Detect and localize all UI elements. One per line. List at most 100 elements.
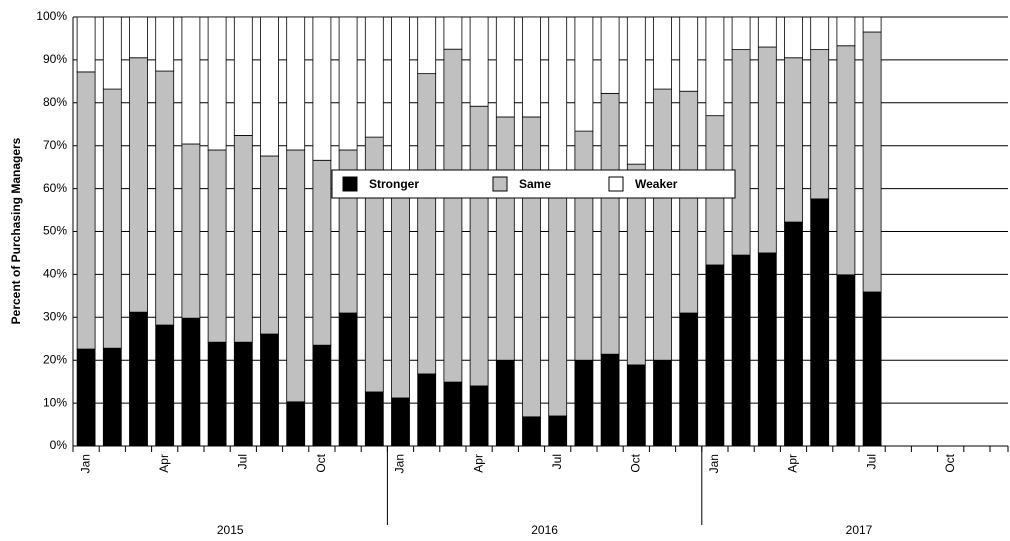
- bar-segment: [495, 116, 515, 361]
- bar-segment: [574, 359, 594, 447]
- bar-segment: [181, 143, 201, 319]
- bar-segment: [574, 16, 594, 132]
- x-tick-label: Jan: [707, 454, 721, 473]
- y-tick-label: 30%: [43, 309, 67, 323]
- bar-segment: [443, 381, 463, 447]
- bar-segment: [76, 16, 96, 73]
- bar-segment: [364, 16, 384, 138]
- bar-segment: [653, 359, 672, 447]
- bar-segment: [102, 16, 122, 90]
- legend-label: Stronger: [369, 177, 419, 191]
- bar-segment: [548, 415, 568, 447]
- bar-segment: [312, 16, 332, 161]
- bar-segment: [836, 274, 856, 447]
- bar-segment: [102, 88, 122, 349]
- y-tick-label: 70%: [43, 138, 67, 152]
- bar-segment: [233, 341, 253, 447]
- bar-segment: [574, 130, 594, 361]
- y-tick-label: 100%: [36, 9, 67, 23]
- bar-segment: [155, 70, 175, 326]
- bar-segment: [391, 16, 410, 177]
- legend-label: Weaker: [635, 177, 678, 191]
- bar-segment: [810, 49, 830, 200]
- bar-segment: [810, 16, 830, 51]
- bar-segment: [129, 16, 148, 59]
- bar-segment: [364, 391, 384, 447]
- bar-segment: [155, 324, 175, 447]
- x-tick-label: Jul: [550, 454, 564, 469]
- bar-segment: [862, 291, 882, 447]
- bar-segment: [233, 135, 253, 343]
- x-tick-label: Apr: [471, 454, 485, 473]
- x-tick-label: Oct: [628, 453, 642, 472]
- x-tick-label: Apr: [157, 454, 171, 473]
- bar-segment: [417, 73, 437, 375]
- bar-segment: [836, 16, 856, 47]
- bar-segment: [181, 16, 201, 145]
- x-tick-label: Jul: [864, 454, 878, 469]
- x-tick-label: Oct: [943, 453, 957, 472]
- bar-segment: [260, 333, 279, 447]
- bar-segment: [338, 16, 358, 151]
- x-tick-label: Apr: [786, 454, 800, 473]
- bar-segment: [469, 16, 489, 107]
- bar-segment: [286, 16, 306, 151]
- bar-segment: [495, 16, 515, 118]
- x-tick-label: Jan: [78, 454, 92, 473]
- bar-segment: [548, 179, 568, 417]
- bar-segment: [312, 159, 332, 346]
- y-tick-label: 20%: [43, 352, 67, 366]
- bar-segment: [705, 264, 725, 447]
- bar-segment: [784, 221, 803, 447]
- bar-segment: [338, 312, 358, 447]
- bar-segment: [391, 397, 410, 447]
- bar-segment: [679, 312, 699, 447]
- bar-segment: [522, 116, 541, 418]
- bar-segment: [679, 90, 699, 314]
- y-tick-label: 60%: [43, 181, 67, 195]
- legend-label: Same: [519, 177, 551, 191]
- bar-segment: [705, 16, 725, 117]
- bar-segment: [286, 401, 306, 447]
- bar-segment: [548, 16, 568, 181]
- bar-segment: [810, 198, 830, 447]
- y-tick-label: 80%: [43, 95, 67, 109]
- y-tick-label: 50%: [43, 224, 67, 238]
- bar-segment: [76, 348, 96, 447]
- bar-segment: [757, 16, 777, 48]
- bar-segment: [443, 16, 463, 50]
- bar-segment: [102, 347, 122, 447]
- y-axis-label: Percent of Purchasing Managers: [9, 137, 23, 324]
- bar-segment: [417, 373, 437, 447]
- bar-segment: [522, 416, 541, 447]
- bar-segment: [757, 46, 777, 254]
- bar-segment: [600, 353, 620, 447]
- bar-segment: [207, 149, 227, 343]
- bar-segment: [653, 16, 672, 90]
- bar-segment: [862, 16, 882, 33]
- bar-segment: [181, 317, 201, 447]
- bar-segment: [757, 252, 777, 447]
- bar-segment: [155, 16, 175, 72]
- bar-segment: [286, 149, 306, 403]
- bar-segment: [626, 364, 646, 447]
- y-tick-label: 10%: [43, 395, 67, 409]
- bar-segment: [784, 57, 803, 223]
- x-tick-label: Oct: [314, 453, 328, 472]
- bar-segment: [731, 49, 751, 256]
- y-tick-label: 90%: [43, 52, 67, 66]
- legend-swatch: [342, 176, 358, 192]
- year-label: 2015: [217, 523, 244, 537]
- x-tick-label: Jul: [235, 454, 249, 469]
- legend: Stronger Same Weaker: [331, 169, 736, 199]
- bar-segment: [260, 155, 279, 335]
- bar-segment: [626, 16, 646, 165]
- bar-segment: [495, 359, 515, 447]
- legend-swatch: [608, 176, 624, 192]
- bar-segment: [862, 31, 882, 293]
- bar-segment: [417, 16, 437, 75]
- bar-segment: [207, 16, 227, 151]
- legend-swatch: [492, 176, 508, 192]
- bar-segment: [260, 16, 279, 157]
